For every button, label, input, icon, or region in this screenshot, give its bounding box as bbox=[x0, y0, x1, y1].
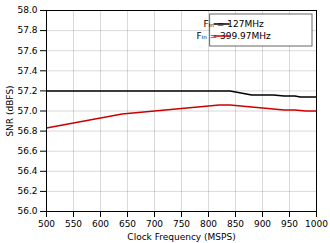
svg-text:56.0: 56.0 bbox=[17, 206, 37, 216]
svg-text:56.6: 56.6 bbox=[17, 146, 37, 156]
svg-text:SNR (dBFS): SNR (dBFS) bbox=[5, 85, 15, 136]
svg-text:56.8: 56.8 bbox=[17, 126, 37, 136]
svg-text:Fᵢₙ = 127MHz: Fᵢₙ = 127MHz bbox=[204, 19, 264, 29]
svg-text:56.2: 56.2 bbox=[17, 186, 37, 196]
svg-text:57.6: 57.6 bbox=[17, 46, 37, 56]
svg-text:Clock Frequency (MSPS): Clock Frequency (MSPS) bbox=[127, 232, 235, 242]
svg-text:600: 600 bbox=[92, 219, 109, 229]
svg-text:650: 650 bbox=[119, 219, 136, 229]
svg-text:57.4: 57.4 bbox=[17, 66, 37, 76]
svg-text:57.8: 57.8 bbox=[17, 25, 37, 35]
svg-text:750: 750 bbox=[173, 219, 190, 229]
svg-text:700: 700 bbox=[146, 219, 163, 229]
svg-text:800: 800 bbox=[200, 219, 217, 229]
svg-text:500: 500 bbox=[38, 219, 55, 229]
svg-text:550: 550 bbox=[65, 219, 82, 229]
svg-text:1000: 1000 bbox=[305, 219, 328, 229]
svg-text:Fᵢₙ = 399.97MHz: Fᵢₙ = 399.97MHz bbox=[196, 31, 271, 41]
svg-text:58.0: 58.0 bbox=[17, 5, 37, 15]
svg-text:950: 950 bbox=[281, 219, 298, 229]
svg-text:850: 850 bbox=[227, 219, 244, 229]
svg-text:57.0: 57.0 bbox=[17, 106, 37, 116]
svg-text:56.4: 56.4 bbox=[17, 166, 37, 176]
svg-text:57.2: 57.2 bbox=[17, 86, 37, 96]
svg-text:900: 900 bbox=[254, 219, 271, 229]
